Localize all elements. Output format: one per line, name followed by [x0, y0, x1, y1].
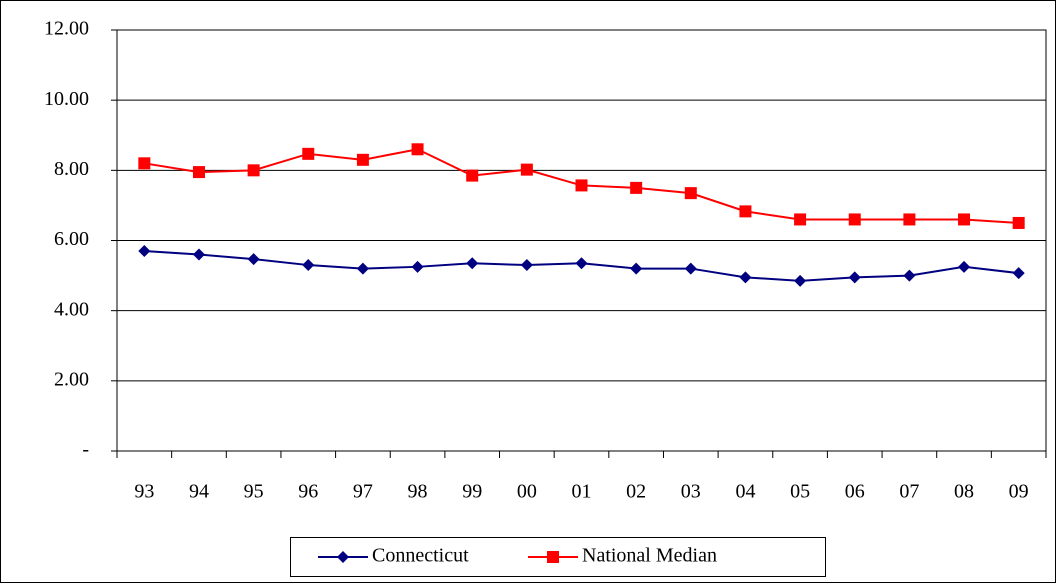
data-point — [903, 213, 916, 226]
x-tick-label: 96 — [298, 481, 318, 503]
data-point — [575, 257, 588, 270]
x-tick-label: 09 — [1009, 481, 1029, 503]
legend-marker — [337, 551, 349, 563]
data-point — [466, 257, 479, 270]
data-point — [247, 253, 260, 266]
x-tick-label: 02 — [626, 481, 646, 503]
data-point — [356, 153, 369, 166]
data-point — [192, 166, 205, 179]
x-tick-label: 97 — [353, 481, 373, 503]
data-point — [192, 248, 205, 261]
data-point — [520, 259, 533, 272]
y-tick-label: - — [82, 439, 89, 461]
x-tick-label: 07 — [899, 481, 919, 503]
legend-label: Connecticut — [372, 545, 469, 567]
data-point — [138, 245, 151, 258]
data-point — [684, 187, 697, 200]
data-point — [466, 169, 479, 182]
data-point — [356, 262, 369, 275]
y-tick-label: 12.00 — [44, 18, 89, 40]
x-tick-label: 04 — [735, 481, 755, 503]
data-point — [848, 213, 861, 226]
data-point — [958, 213, 971, 226]
x-tick-label: 01 — [572, 481, 592, 503]
data-point — [1012, 267, 1025, 280]
data-point — [684, 262, 697, 275]
data-point — [794, 213, 807, 226]
y-tick-label: 2.00 — [54, 368, 89, 390]
data-point — [520, 163, 533, 176]
x-tick-label: 06 — [845, 481, 865, 503]
data-point — [958, 260, 971, 273]
data-point — [302, 147, 315, 160]
x-tick-label: 93 — [134, 481, 154, 503]
y-tick-label: 8.00 — [54, 158, 89, 180]
x-tick-label: 00 — [517, 481, 537, 503]
data-point — [848, 271, 861, 284]
data-point — [739, 271, 752, 284]
data-point — [411, 143, 424, 156]
x-tick-label: 98 — [408, 481, 428, 503]
data-point — [138, 157, 151, 170]
x-tick-label: 05 — [790, 481, 810, 503]
data-point — [411, 260, 424, 273]
x-tick-label: 94 — [189, 481, 209, 503]
data-point — [903, 269, 916, 282]
x-tick-label: 03 — [681, 481, 701, 503]
y-tick-label: 4.00 — [54, 298, 89, 320]
legend-label: National Median — [582, 545, 717, 567]
data-point — [302, 259, 315, 272]
y-tick-label: 10.00 — [44, 88, 89, 110]
data-point — [575, 179, 588, 192]
data-point — [630, 181, 643, 194]
data-point — [1012, 216, 1025, 229]
x-tick-label: 08 — [954, 481, 974, 503]
x-tick-label: 95 — [244, 481, 264, 503]
data-point — [247, 164, 260, 177]
legend-marker — [547, 551, 559, 563]
x-tick-label: 99 — [462, 481, 482, 503]
data-point — [630, 262, 643, 275]
data-point — [739, 205, 752, 218]
data-point — [794, 274, 807, 287]
y-tick-label: 6.00 — [54, 228, 89, 250]
